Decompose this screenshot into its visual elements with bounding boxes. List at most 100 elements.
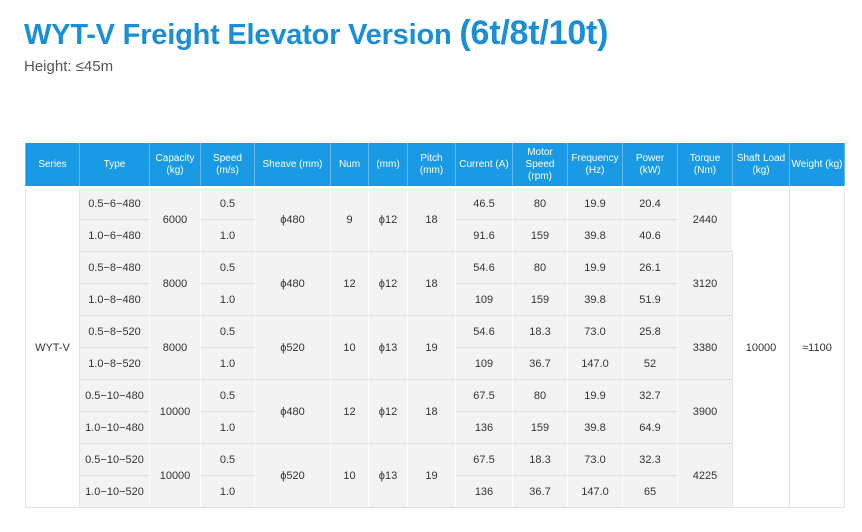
rope-diameter-cell: ϕ13 — [368, 315, 408, 380]
num-cell: 9 — [330, 186, 369, 252]
column-header: Sheave (mm) — [254, 143, 331, 187]
page-subtitle: Height: ≤45m — [24, 58, 114, 75]
motor-speed-cell: 80 — [512, 251, 568, 284]
num-cell: 10 — [330, 443, 369, 508]
current-cell: 67.5 — [455, 379, 513, 412]
current-cell: 109 — [455, 283, 513, 316]
table-row: 1.0−10−480 1.0 136 159 39.8 64.9 — [26, 411, 845, 444]
speed-cell: 1.0 — [200, 475, 255, 508]
type-cell: 0.5−10−520 — [79, 443, 150, 476]
page-title: WYT-V Freight Elevator Version (6t/8t/10… — [24, 14, 609, 53]
pitch-cell: 19 — [407, 443, 456, 508]
num-cell: 10 — [330, 315, 369, 380]
frequency-cell: 39.8 — [567, 411, 623, 444]
frequency-cell: 147.0 — [567, 475, 623, 508]
torque-cell: 3120 — [677, 251, 733, 316]
rope-diameter-cell: ϕ12 — [368, 379, 408, 444]
table-row: 1.0−8−480 1.0 109 159 39.8 51.9 — [26, 283, 845, 316]
type-cell: 0.5−6−480 — [79, 186, 150, 220]
torque-cell: 2440 — [677, 186, 733, 252]
speed-cell: 0.5 — [200, 186, 255, 220]
power-cell: 52 — [622, 347, 678, 380]
spec-table: Series Type Capacity (kg) Speed (m/s) Sheave… — [25, 143, 845, 508]
current-cell: 54.6 — [455, 251, 513, 284]
current-cell: 136 — [455, 475, 513, 508]
motor-speed-cell: 159 — [512, 283, 568, 316]
table-row: 0.5−8−520 8000 0.5 ϕ520 10 ϕ13 19 54.6 18.3 73.0 2… — [26, 315, 845, 380]
column-header: Power (kW) — [622, 143, 678, 187]
pitch-cell: 18 — [407, 186, 456, 252]
motor-speed-cell: 36.7 — [512, 475, 568, 508]
speed-cell: 1.0 — [200, 411, 255, 444]
power-cell: 32.3 — [622, 443, 678, 476]
series-cell: WYT-V — [25, 186, 80, 508]
power-cell: 26.1 — [622, 251, 678, 284]
power-cell: 40.6 — [622, 219, 678, 252]
power-cell: 25.8 — [622, 315, 678, 348]
speed-cell: 1.0 — [200, 347, 255, 380]
type-cell: 0.5−8−520 — [79, 315, 150, 348]
speed-cell: 1.0 — [200, 283, 255, 316]
current-cell: 136 — [455, 411, 513, 444]
motor-speed-cell: 36.7 — [512, 347, 568, 380]
title-capacity: (6t/8t/10t) — [459, 14, 609, 52]
column-header: Motor Speed (rpm) — [512, 143, 568, 187]
weight-cell: ≈1100 — [789, 186, 845, 508]
pitch-cell: 18 — [407, 251, 456, 316]
current-cell: 91.6 — [455, 219, 513, 252]
current-cell: 67.5 — [455, 443, 513, 476]
table-row: 0.5−10−480 10000 0.5 ϕ480 12 ϕ12 18 67.5 80 19.9 3… — [26, 379, 845, 444]
current-cell: 109 — [455, 347, 513, 380]
column-header: Pitch (mm) — [407, 143, 456, 187]
frequency-cell: 19.9 — [567, 379, 623, 412]
column-header: Type — [79, 143, 150, 187]
frequency-cell: 73.0 — [567, 315, 623, 348]
column-header: Frequency (Hz) — [567, 143, 623, 187]
capacity-cell: 10000 — [149, 379, 201, 444]
header-row: Series Type Capacity (kg) Speed (m/s) Sheave… — [25, 143, 845, 187]
capacity-cell: 10000 — [149, 443, 201, 508]
title-main: WYT-V Freight Elevator Version — [24, 19, 452, 51]
column-header: Torque (Nm) — [677, 143, 733, 187]
rope-diameter-cell: ϕ12 — [368, 186, 408, 252]
power-cell: 32.7 — [622, 379, 678, 412]
type-cell: 0.5−10−480 — [79, 379, 150, 412]
type-cell: 1.0−8−480 — [79, 283, 150, 316]
torque-cell: 3900 — [677, 379, 733, 444]
type-cell: 1.0−6−480 — [79, 219, 150, 252]
torque-cell: 3380 — [677, 315, 733, 380]
rope-diameter-cell: ϕ13 — [368, 443, 408, 508]
frequency-cell: 39.8 — [567, 283, 623, 316]
shaft-load-cell: 10000 — [732, 186, 790, 508]
frequency-cell: 147.0 — [567, 347, 623, 380]
current-cell: 46.5 — [455, 186, 513, 220]
type-cell: 0.5−8−480 — [79, 251, 150, 284]
speed-cell: 0.5 — [200, 251, 255, 284]
motor-speed-cell: 80 — [512, 379, 568, 412]
frequency-cell: 39.8 — [567, 219, 623, 252]
power-cell: 64.9 — [622, 411, 678, 444]
column-header: Num — [330, 143, 369, 187]
table-row: 0.5−8−480 8000 0.5 ϕ480 12 ϕ12 18 54.6 80 19.9 26.… — [26, 251, 845, 316]
column-header: (mm) — [368, 143, 408, 187]
frequency-cell: 73.0 — [567, 443, 623, 476]
type-cell: 1.0−10−480 — [79, 411, 150, 444]
power-cell: 65 — [622, 475, 678, 508]
sheave-cell: ϕ480 — [254, 379, 331, 444]
column-header: Current (A) — [455, 143, 513, 187]
pitch-cell: 19 — [407, 315, 456, 380]
capacity-cell: 6000 — [149, 186, 201, 252]
frequency-cell: 19.9 — [567, 251, 623, 284]
capacity-cell: 8000 — [149, 315, 201, 380]
motor-speed-cell: 80 — [512, 186, 568, 220]
table-row: 0.5−10−520 10000 0.5 ϕ520 10 ϕ13 19 67.5 18.3 73.… — [26, 443, 845, 508]
speed-cell: 0.5 — [200, 443, 255, 476]
sheave-cell: ϕ520 — [254, 443, 331, 508]
current-cell: 54.6 — [455, 315, 513, 348]
motor-speed-cell: 159 — [512, 411, 568, 444]
type-cell: 1.0−8−520 — [79, 347, 150, 380]
table-row: 1.0−8−520 1.0 109 36.7 147.0 52 — [26, 347, 845, 380]
table-row: WYT-V 0.5−6−480 6000 0.5 ϕ480 9 ϕ12 18 46.5 80 19.… — [25, 186, 845, 508]
table-row: 1.0−10−520 1.0 136 36.7 147.0 65 — [26, 475, 845, 508]
pitch-cell: 18 — [407, 379, 456, 444]
